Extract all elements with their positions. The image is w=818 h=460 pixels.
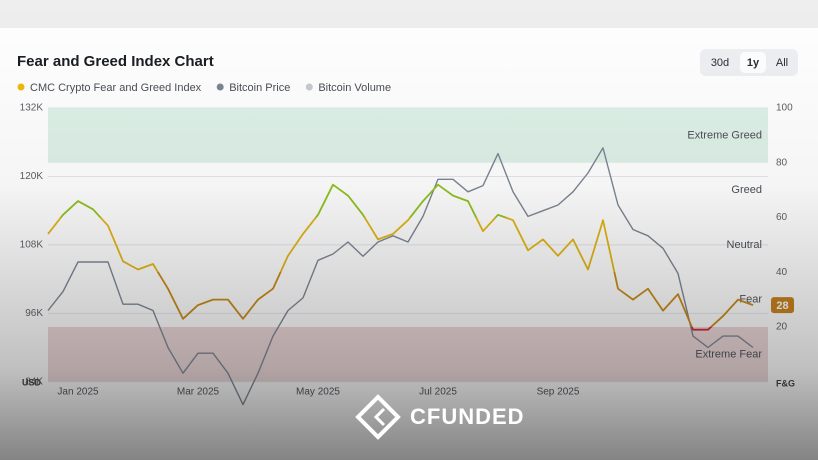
watermark-logo [355, 394, 401, 440]
watermark-text: CFUNDED [410, 404, 525, 429]
